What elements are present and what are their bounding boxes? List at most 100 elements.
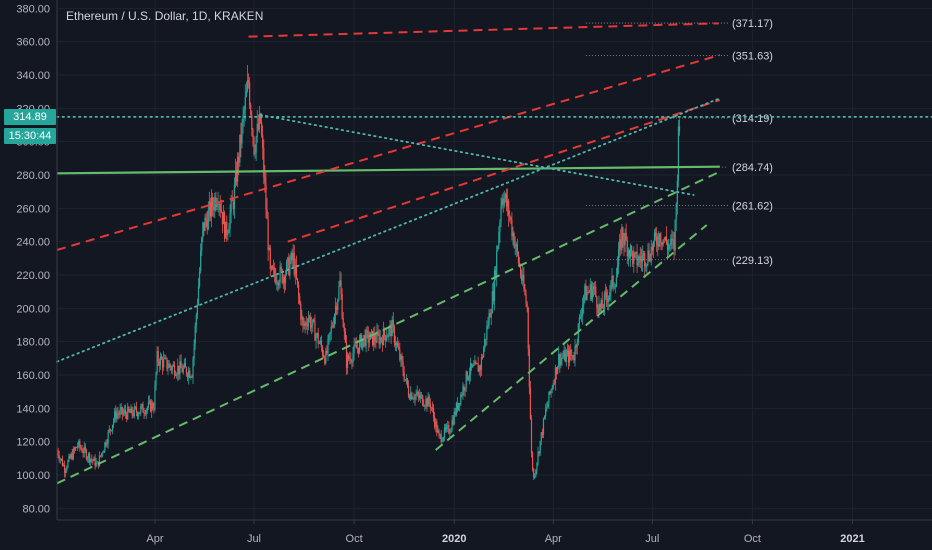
candle-body [580, 315, 583, 317]
candle-body [476, 363, 478, 365]
candle-body [271, 266, 274, 269]
candle-body [329, 332, 331, 335]
candle-body [565, 353, 567, 362]
candle-body [193, 343, 195, 359]
candle-body [58, 455, 60, 460]
candle-body [616, 266, 619, 278]
candle-body [418, 395, 421, 399]
candle-body [538, 451, 540, 454]
level-label: (314.19) [732, 113, 773, 125]
candle-body [320, 340, 323, 348]
candle-body [498, 232, 500, 246]
candle-body [343, 326, 345, 332]
candle-body [456, 402, 459, 410]
x-tick-label: Apr [146, 533, 163, 545]
candle-body [90, 458, 92, 463]
candle-body [212, 197, 214, 207]
candle-body [277, 282, 279, 286]
candle-body [664, 236, 666, 241]
candle-body [159, 356, 161, 366]
candle-body [266, 209, 268, 220]
candle-body [609, 292, 611, 297]
candle-body [646, 263, 648, 266]
candle-body [542, 418, 545, 435]
candle-body [548, 391, 550, 404]
candle-body [289, 262, 291, 275]
candle-body [219, 203, 221, 210]
candle-body [225, 221, 227, 239]
candle-body [258, 113, 261, 130]
candle-body [360, 334, 362, 340]
candle-body [265, 183, 267, 210]
candle-body [487, 325, 489, 327]
candle-body [312, 319, 314, 326]
candle-body [362, 339, 364, 349]
candle-body [462, 386, 464, 396]
candle-body [204, 217, 206, 231]
candle-body [135, 407, 138, 413]
candle-body [420, 395, 423, 397]
level-label: (284.74) [732, 162, 773, 174]
candle-body [536, 462, 538, 470]
candle-body [605, 292, 608, 298]
candle-body [267, 219, 269, 250]
candle-body [158, 361, 160, 366]
candlestick-series [56, 64, 681, 480]
y-tick-label: 340.00 [16, 70, 50, 82]
candle-body [558, 353, 560, 367]
candle-body [474, 361, 476, 366]
candle-body [372, 330, 374, 346]
candle-body [152, 402, 154, 409]
candle-body [468, 374, 471, 377]
candle-body [259, 113, 262, 123]
candle-body [74, 447, 77, 450]
candle-body [649, 259, 651, 262]
candle-body [422, 395, 424, 406]
candle-body [365, 330, 367, 347]
candle-body [290, 253, 292, 263]
candle-body [449, 432, 451, 434]
candle-body [333, 314, 336, 326]
candle-body [611, 276, 613, 282]
candle-body [153, 408, 155, 410]
candle-body [571, 355, 573, 356]
candle-body [491, 290, 493, 314]
candle-body [75, 447, 78, 449]
candle-body [94, 457, 96, 467]
candle-body [373, 333, 375, 346]
candle-body [510, 217, 512, 220]
candle-body [453, 411, 455, 425]
candle-body [206, 220, 208, 230]
y-tick-label: 380.00 [16, 3, 50, 15]
y-tick-label: 240.00 [16, 237, 50, 249]
candle-body [84, 446, 86, 451]
candle-body [220, 209, 222, 213]
candle-body [478, 365, 480, 372]
candle-body [109, 429, 111, 431]
candle-body [72, 448, 74, 460]
candle-body [196, 304, 198, 315]
candle-body [119, 409, 121, 415]
candle-body [566, 350, 569, 354]
candle-body [226, 221, 228, 235]
candle-body [604, 292, 607, 294]
candle-body [102, 452, 104, 454]
candle-body [283, 277, 286, 284]
candle-body [299, 295, 301, 304]
candle-body [547, 403, 549, 408]
candle-body [635, 252, 637, 254]
candle-body [171, 366, 173, 370]
trendline-dashed-green [56, 170, 721, 485]
candle-body [645, 265, 647, 267]
candle-body [222, 212, 225, 225]
candle-body [157, 351, 159, 362]
candle-body [583, 295, 585, 305]
candle-body [183, 363, 185, 368]
candle-body [533, 468, 535, 478]
candle-body [549, 391, 551, 394]
y-tick-label: 120.00 [16, 437, 50, 449]
candle-body [356, 347, 358, 349]
candle-body [385, 335, 387, 341]
candle-body [242, 114, 244, 122]
